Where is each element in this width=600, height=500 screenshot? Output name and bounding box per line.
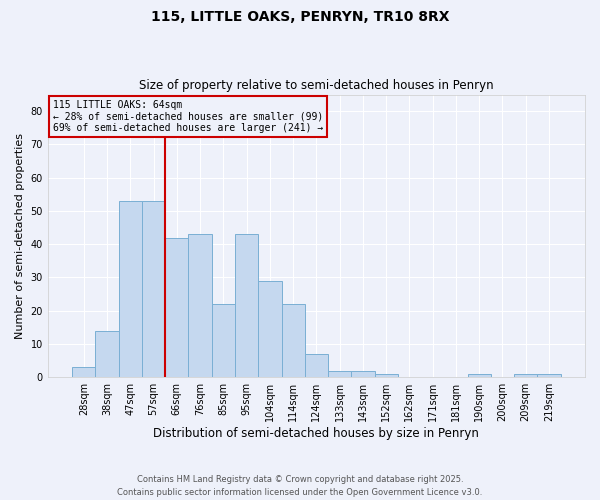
Bar [72,367,95,377]
Bar [235,234,258,377]
Bar [538,374,560,377]
Bar [258,281,281,377]
Text: 115 LITTLE OAKS: 64sqm
← 28% of semi-detached houses are smaller (99)
69% of sem: 115 LITTLE OAKS: 64sqm ← 28% of semi-det… [53,100,323,134]
Bar [142,201,165,377]
Bar [374,374,398,377]
Bar [514,374,538,377]
Bar [95,330,119,377]
Title: Size of property relative to semi-detached houses in Penryn: Size of property relative to semi-detach… [139,79,494,92]
Bar [165,238,188,377]
Bar [351,370,374,377]
Text: Contains HM Land Registry data © Crown copyright and database right 2025.: Contains HM Land Registry data © Crown c… [137,476,463,484]
Bar [119,201,142,377]
Bar [305,354,328,377]
Bar [212,304,235,377]
Bar [281,304,305,377]
Y-axis label: Number of semi-detached properties: Number of semi-detached properties [15,133,25,339]
Bar [188,234,212,377]
Text: Contains public sector information licensed under the Open Government Licence v3: Contains public sector information licen… [118,488,482,497]
Text: 115, LITTLE OAKS, PENRYN, TR10 8RX: 115, LITTLE OAKS, PENRYN, TR10 8RX [151,10,449,24]
X-axis label: Distribution of semi-detached houses by size in Penryn: Distribution of semi-detached houses by … [154,427,479,440]
Bar [467,374,491,377]
Bar [328,370,351,377]
